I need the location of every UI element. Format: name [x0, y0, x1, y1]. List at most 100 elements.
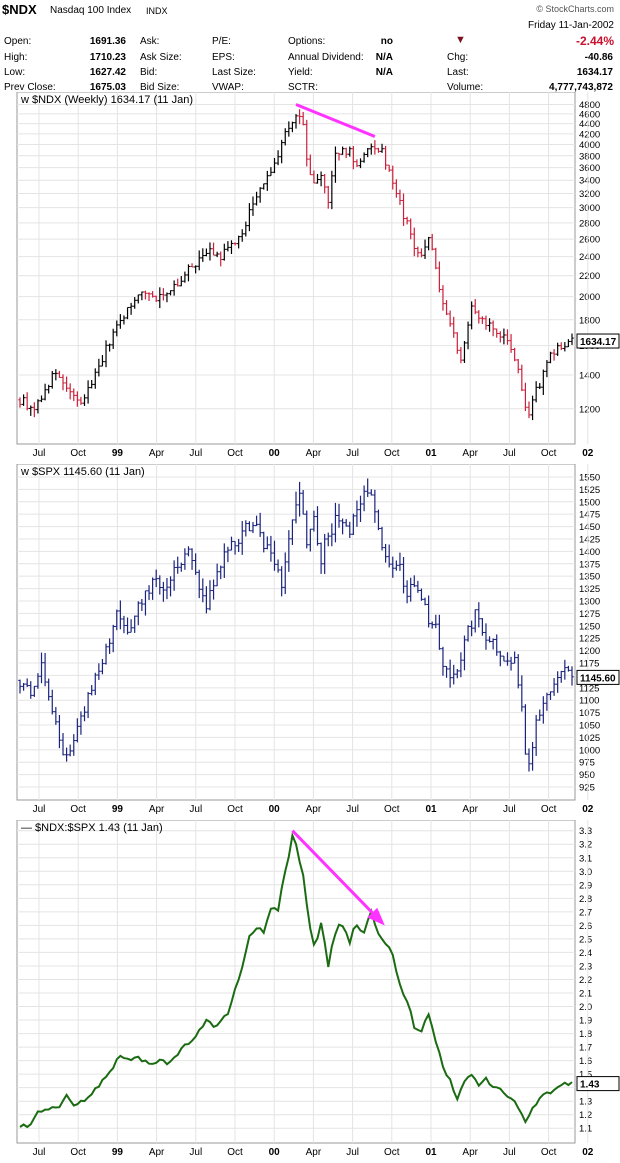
y-tick-label: 1025	[579, 733, 600, 744]
x-tick-label: 99	[112, 804, 124, 815]
last-size-label: Last Size:	[212, 67, 256, 78]
last-value-tag	[576, 333, 620, 349]
y-tick-label: 1425	[579, 534, 600, 545]
x-tick-label: Jul	[346, 1147, 359, 1158]
x-tick-label: 00	[269, 1147, 281, 1158]
ask-size-label: Ask Size:	[140, 52, 182, 63]
x-tick-label: Apr	[306, 448, 322, 459]
x-tick-label: Jul	[33, 1147, 46, 1158]
x-tick-label: Jul	[189, 804, 202, 815]
exchange: INDX	[146, 6, 168, 16]
symbol: $NDX	[2, 2, 37, 17]
annual-dividend-value: N/A	[375, 52, 393, 63]
x-tick-label: Jul	[346, 448, 359, 459]
y-tick-label: 1525	[579, 485, 600, 496]
x-tick-label: Jul	[346, 804, 359, 815]
y-tick-label: 1400	[579, 547, 600, 558]
y-tick-label: 1.9	[579, 1016, 592, 1027]
y-tick-label: 1200	[579, 646, 600, 657]
y-tick-label: 950	[579, 770, 595, 781]
x-tick-label: 02	[582, 448, 594, 459]
copyright[interactable]: © StockCharts.com	[536, 4, 614, 14]
y-tick-label: 3.3	[579, 826, 592, 837]
quote-date: Friday 11-Jan-2002	[528, 20, 614, 31]
y-tick-label: 1325	[579, 584, 600, 595]
y-tick-label: 2.5	[579, 934, 592, 945]
x-tick-label: Apr	[462, 804, 478, 815]
y-tick-label: 1000	[579, 745, 600, 756]
y-tick-label: 2.2	[579, 975, 592, 986]
last-value-label: 1.43	[580, 1080, 600, 1091]
x-tick-label: 02	[582, 804, 594, 815]
y-tick-label: 1400	[579, 370, 600, 381]
yield-label: Yield:	[288, 67, 313, 78]
y-tick-label: 1250	[579, 621, 600, 632]
last-value-tag	[576, 669, 620, 685]
y-tick-label: 1300	[579, 596, 600, 607]
y-tick-label: 1225	[579, 634, 600, 645]
y-tick-label: 1.2	[579, 1110, 592, 1121]
y-tick-label: 2.0	[579, 1002, 592, 1013]
low-label: Low:	[4, 67, 26, 78]
trend-annotation-line	[295, 103, 376, 138]
y-tick-label: 1550	[579, 472, 600, 483]
last-value-tag	[576, 1076, 620, 1092]
trend-annotation-arrow	[367, 907, 385, 926]
y-tick-label: 1475	[579, 510, 600, 521]
x-tick-label: Apr	[306, 1147, 322, 1158]
x-tick-label: Oct	[541, 448, 557, 459]
eps-label: EPS:	[212, 52, 235, 63]
change-percent: -2.44%	[575, 34, 614, 48]
plot-frame	[16, 92, 576, 445]
vwap-label: VWAP:	[212, 82, 244, 93]
high-value: 1710.23	[89, 52, 126, 63]
y-tick-label: 1800	[579, 315, 600, 326]
last-label: Last:	[447, 67, 469, 78]
y-tick-label: 1.1	[579, 1124, 592, 1135]
prev-close-label: Prev Close:	[4, 82, 56, 93]
symbol-name: Nasdaq 100 Index	[50, 5, 132, 16]
quote-header: $NDX Nasdaq 100 Index INDX © StockCharts…	[0, 0, 620, 93]
y-tick-label: 1450	[579, 522, 600, 533]
y-tick-label: 4400	[579, 119, 600, 130]
y-tick-label: 1350	[579, 572, 600, 583]
x-tick-label: Oct	[70, 804, 86, 815]
x-tick-label: Jul	[503, 448, 516, 459]
x-tick-label: Oct	[227, 448, 243, 459]
x-tick-label: Oct	[70, 448, 86, 459]
y-tick-label: 2600	[579, 235, 600, 246]
y-tick-label: 1.5	[579, 1070, 592, 1081]
chart-title: w $NDX (Weekly) 1634.17 (11 Jan)	[20, 94, 193, 106]
x-tick-label: Apr	[149, 448, 165, 459]
x-tick-label: 01	[425, 804, 437, 815]
y-tick-label: 2800	[579, 218, 600, 229]
x-tick-label: Apr	[149, 1147, 165, 1158]
x-tick-label: 99	[112, 1147, 124, 1158]
x-tick-label: Oct	[541, 1147, 557, 1158]
y-tick-label: 1200	[579, 404, 600, 415]
x-tick-label: Oct	[70, 1147, 86, 1158]
volume-label: Volume:	[447, 82, 484, 93]
y-tick-label: 2.9	[579, 880, 592, 891]
x-tick-label: Apr	[306, 804, 322, 815]
sctr-label: SCTR:	[288, 82, 318, 93]
spx-chart: 9259509751000102510501075110011251150117…	[16, 464, 620, 815]
x-tick-label: Jul	[503, 804, 516, 815]
x-tick-label: Jul	[33, 448, 46, 459]
options-label: Options:	[288, 36, 326, 47]
y-tick-label: 1075	[579, 708, 600, 719]
y-tick-label: 3.1	[579, 853, 592, 864]
y-tick-label: 2.3	[579, 961, 592, 972]
options-value: no	[380, 36, 393, 47]
ndx-spx-ratio-chart: 1.11.21.31.41.51.61.71.81.92.02.12.22.32…	[16, 820, 620, 1158]
chart-title: w $SPX 1145.60 (11 Jan)	[20, 466, 145, 478]
y-tick-label: 1050	[579, 721, 600, 732]
yield-value: N/A	[375, 67, 393, 78]
volume-value: 4,777,743,872	[549, 82, 613, 93]
low-value: 1627.42	[89, 67, 126, 78]
ask-label: Ask:	[140, 36, 160, 47]
y-tick-label: 2400	[579, 252, 600, 263]
x-tick-label: Oct	[384, 804, 400, 815]
y-tick-label: 1375	[579, 559, 600, 570]
x-tick-label: Oct	[384, 1147, 400, 1158]
